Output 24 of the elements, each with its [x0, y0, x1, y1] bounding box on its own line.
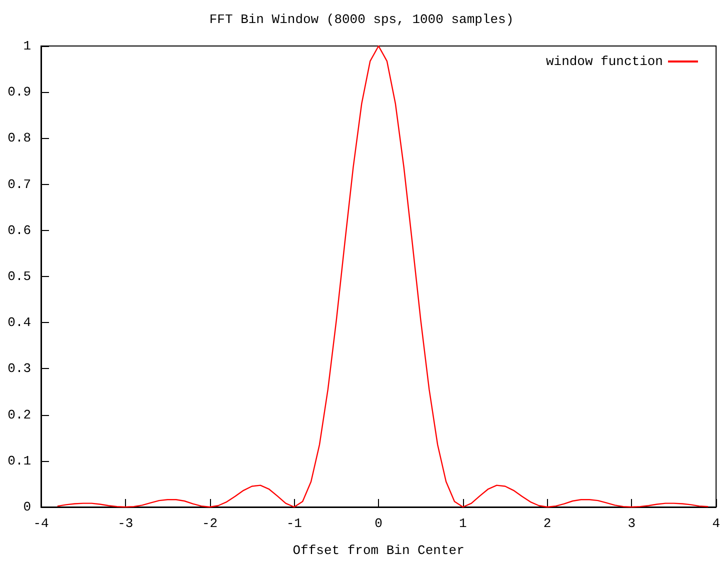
- y-tick-label: 0.1: [8, 453, 32, 468]
- y-tick-label: 0: [23, 500, 31, 514]
- x-tick-label: 0: [374, 516, 382, 531]
- y-tick-label: 0.4: [8, 315, 32, 330]
- y-tick-label: 0.8: [8, 130, 31, 146]
- y-tick-label: 0.5: [8, 269, 31, 284]
- line-series: [57, 45, 708, 508]
- x-tick-label: 2: [543, 516, 552, 531]
- chart-title: FFT Bin Window (8000 sps, 1000 samples): [209, 12, 514, 27]
- x-tick-label: -4: [33, 516, 49, 531]
- x-tick-label: 4: [712, 516, 720, 531]
- y-tick-label: 0.3: [8, 361, 31, 376]
- y-tick-label: 0.9: [8, 84, 31, 100]
- x-axis-title: Offset from Bin Center: [292, 543, 464, 558]
- x-tick-label: -2: [202, 516, 218, 531]
- x-tick-label: 3: [628, 516, 636, 531]
- legend-label: window function: [546, 54, 663, 69]
- y-tick-label: 0.6: [8, 222, 31, 238]
- y-tick-label: 0.2: [8, 407, 31, 422]
- x-tick-label: -3: [118, 516, 134, 531]
- x-tick-label: 1: [459, 516, 468, 531]
- x-tick-label: -1: [286, 516, 302, 531]
- y-tick-label: 1: [23, 38, 32, 54]
- y-tick-label: 0.7: [8, 176, 31, 192]
